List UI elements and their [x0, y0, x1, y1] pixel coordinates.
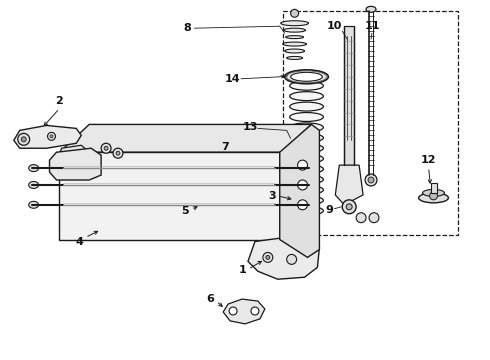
- Circle shape: [430, 192, 438, 200]
- Circle shape: [21, 137, 26, 142]
- Ellipse shape: [290, 113, 323, 121]
- Ellipse shape: [287, 57, 302, 59]
- Ellipse shape: [290, 206, 323, 215]
- Text: 3: 3: [268, 191, 275, 201]
- Ellipse shape: [290, 165, 323, 174]
- Circle shape: [263, 252, 273, 262]
- Text: 14: 14: [224, 74, 240, 84]
- Circle shape: [297, 160, 308, 170]
- Circle shape: [356, 213, 366, 223]
- Ellipse shape: [29, 201, 39, 208]
- Circle shape: [305, 182, 311, 188]
- Circle shape: [305, 165, 311, 171]
- Circle shape: [369, 213, 379, 223]
- Circle shape: [297, 180, 308, 190]
- Ellipse shape: [290, 144, 323, 153]
- Polygon shape: [59, 152, 282, 239]
- Polygon shape: [14, 125, 81, 148]
- Circle shape: [229, 307, 237, 315]
- Polygon shape: [282, 125, 312, 239]
- Ellipse shape: [285, 49, 305, 53]
- Ellipse shape: [418, 193, 448, 203]
- Polygon shape: [248, 238, 319, 279]
- Ellipse shape: [290, 196, 323, 205]
- Circle shape: [50, 135, 53, 138]
- Text: 12: 12: [421, 155, 436, 165]
- Ellipse shape: [283, 42, 307, 46]
- Text: 4: 4: [75, 237, 83, 247]
- Circle shape: [48, 132, 55, 140]
- Text: 13: 13: [242, 122, 258, 132]
- Circle shape: [305, 202, 311, 208]
- Polygon shape: [59, 145, 89, 166]
- Polygon shape: [280, 125, 319, 257]
- Ellipse shape: [301, 201, 314, 209]
- Text: 1: 1: [239, 265, 247, 275]
- Circle shape: [104, 146, 108, 150]
- Text: 8: 8: [184, 23, 191, 33]
- Text: 7: 7: [221, 142, 229, 152]
- Ellipse shape: [366, 6, 376, 12]
- Circle shape: [18, 133, 30, 145]
- Text: 2: 2: [55, 96, 63, 105]
- Ellipse shape: [290, 154, 323, 163]
- Ellipse shape: [281, 21, 309, 26]
- Polygon shape: [59, 125, 312, 152]
- Bar: [283, 11, 458, 235]
- Ellipse shape: [290, 92, 323, 100]
- Circle shape: [113, 148, 123, 158]
- Ellipse shape: [285, 70, 328, 84]
- Text: 11: 11: [364, 21, 380, 31]
- Ellipse shape: [284, 28, 306, 32]
- Ellipse shape: [290, 175, 323, 184]
- Polygon shape: [431, 183, 437, 193]
- Circle shape: [291, 9, 298, 17]
- Ellipse shape: [290, 185, 323, 194]
- Ellipse shape: [422, 189, 444, 196]
- Circle shape: [342, 200, 356, 214]
- Circle shape: [297, 200, 308, 210]
- Text: 9: 9: [325, 205, 333, 215]
- Ellipse shape: [301, 181, 314, 189]
- Polygon shape: [49, 148, 101, 180]
- Text: 10: 10: [327, 21, 342, 31]
- Ellipse shape: [291, 72, 322, 81]
- Ellipse shape: [290, 102, 323, 111]
- Ellipse shape: [290, 81, 323, 90]
- Circle shape: [101, 143, 111, 153]
- Circle shape: [251, 307, 259, 315]
- Ellipse shape: [290, 133, 323, 142]
- Ellipse shape: [290, 123, 323, 132]
- Ellipse shape: [301, 164, 314, 172]
- Circle shape: [287, 255, 296, 264]
- Circle shape: [368, 177, 374, 183]
- Circle shape: [266, 255, 270, 260]
- Polygon shape: [223, 299, 265, 324]
- Circle shape: [346, 204, 352, 210]
- Text: 5: 5: [182, 206, 189, 216]
- Polygon shape: [335, 165, 363, 205]
- Circle shape: [365, 174, 377, 186]
- Polygon shape: [344, 26, 354, 165]
- Ellipse shape: [286, 36, 303, 39]
- Ellipse shape: [29, 181, 39, 188]
- Circle shape: [116, 151, 120, 155]
- Ellipse shape: [29, 165, 39, 172]
- Text: 6: 6: [206, 294, 214, 304]
- Circle shape: [65, 153, 74, 161]
